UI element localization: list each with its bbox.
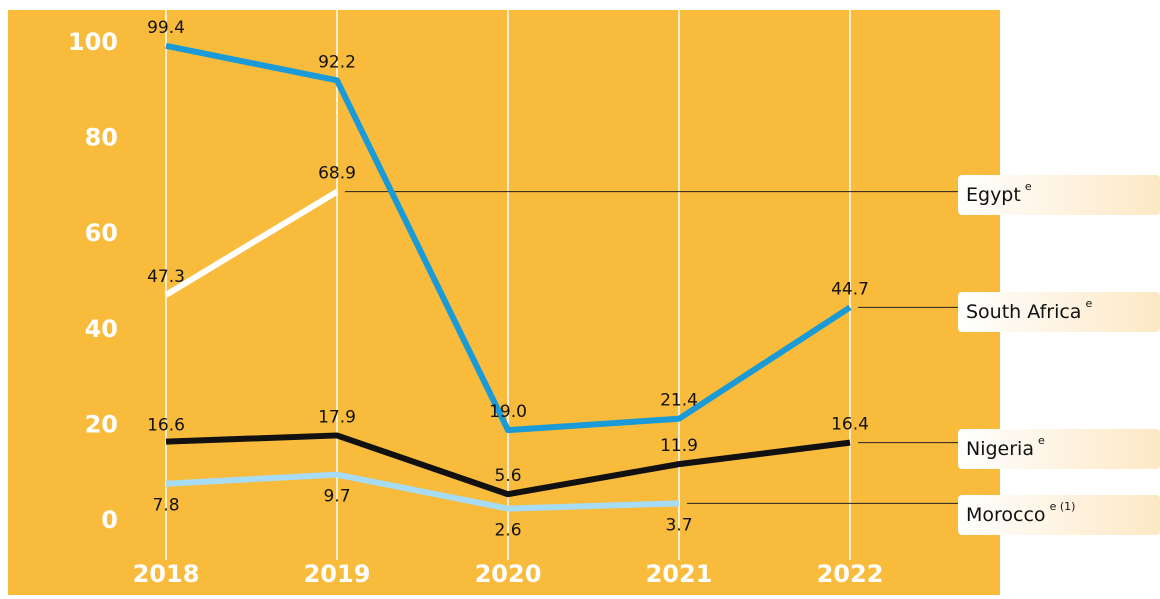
value-label: 11.9: [660, 436, 698, 456]
value-label: 2.6: [494, 521, 521, 541]
value-label: 92.2: [318, 52, 356, 72]
x-tick-label: 2021: [646, 560, 713, 588]
value-label: 47.3: [147, 267, 185, 287]
y-tick-label: 80: [85, 124, 118, 152]
value-label: 3.7: [665, 515, 692, 535]
legend-box: [958, 429, 1160, 469]
series-line: [165, 432, 851, 498]
value-label: 7.8: [152, 496, 179, 516]
y-tick-label: 0: [101, 506, 118, 534]
value-label: 9.7: [323, 487, 350, 507]
y-tick-label: 20: [85, 410, 118, 438]
legend-note: e: [1025, 180, 1032, 193]
series-line: [165, 42, 852, 434]
legend-box: [958, 292, 1160, 332]
legend-label: Morocco e (1): [966, 500, 1075, 526]
series-line: [164, 189, 339, 298]
legend-box: [958, 175, 1160, 215]
value-label: 68.9: [318, 164, 356, 184]
y-tick-label: 100: [68, 28, 118, 56]
legend-name: South Africa: [966, 301, 1081, 323]
value-label: 5.6: [494, 466, 521, 486]
y-tick-label: 40: [85, 315, 118, 343]
value-label: 16.4: [831, 415, 869, 435]
y-tick-label: 60: [85, 219, 118, 247]
legend-note: e (1): [1050, 500, 1076, 513]
x-tick-label: 2022: [817, 560, 884, 588]
value-label: 21.4: [660, 391, 698, 411]
legend-name: Egypt: [966, 184, 1021, 206]
legend-name: Nigeria: [966, 438, 1034, 460]
series-line: [165, 471, 680, 512]
x-tick-label: 2019: [304, 560, 371, 588]
legend-note: e: [1085, 297, 1092, 310]
value-label: 99.4: [147, 18, 185, 38]
legend-label: South Africa e: [966, 297, 1092, 323]
x-tick-label: 2018: [133, 560, 200, 588]
x-tick-label: 2020: [475, 560, 542, 588]
legend-label: Nigeria e: [966, 434, 1045, 460]
value-label: 44.7: [831, 279, 869, 299]
legend-box: [958, 495, 1160, 535]
legend-label: Egypt e: [966, 180, 1032, 206]
value-label: 19.0: [489, 402, 527, 422]
value-label: 17.9: [318, 407, 356, 427]
value-label: 16.6: [147, 416, 185, 436]
plot-background: [8, 10, 1000, 595]
legend-note: e: [1038, 434, 1045, 447]
legend-name: Morocco: [966, 504, 1046, 526]
